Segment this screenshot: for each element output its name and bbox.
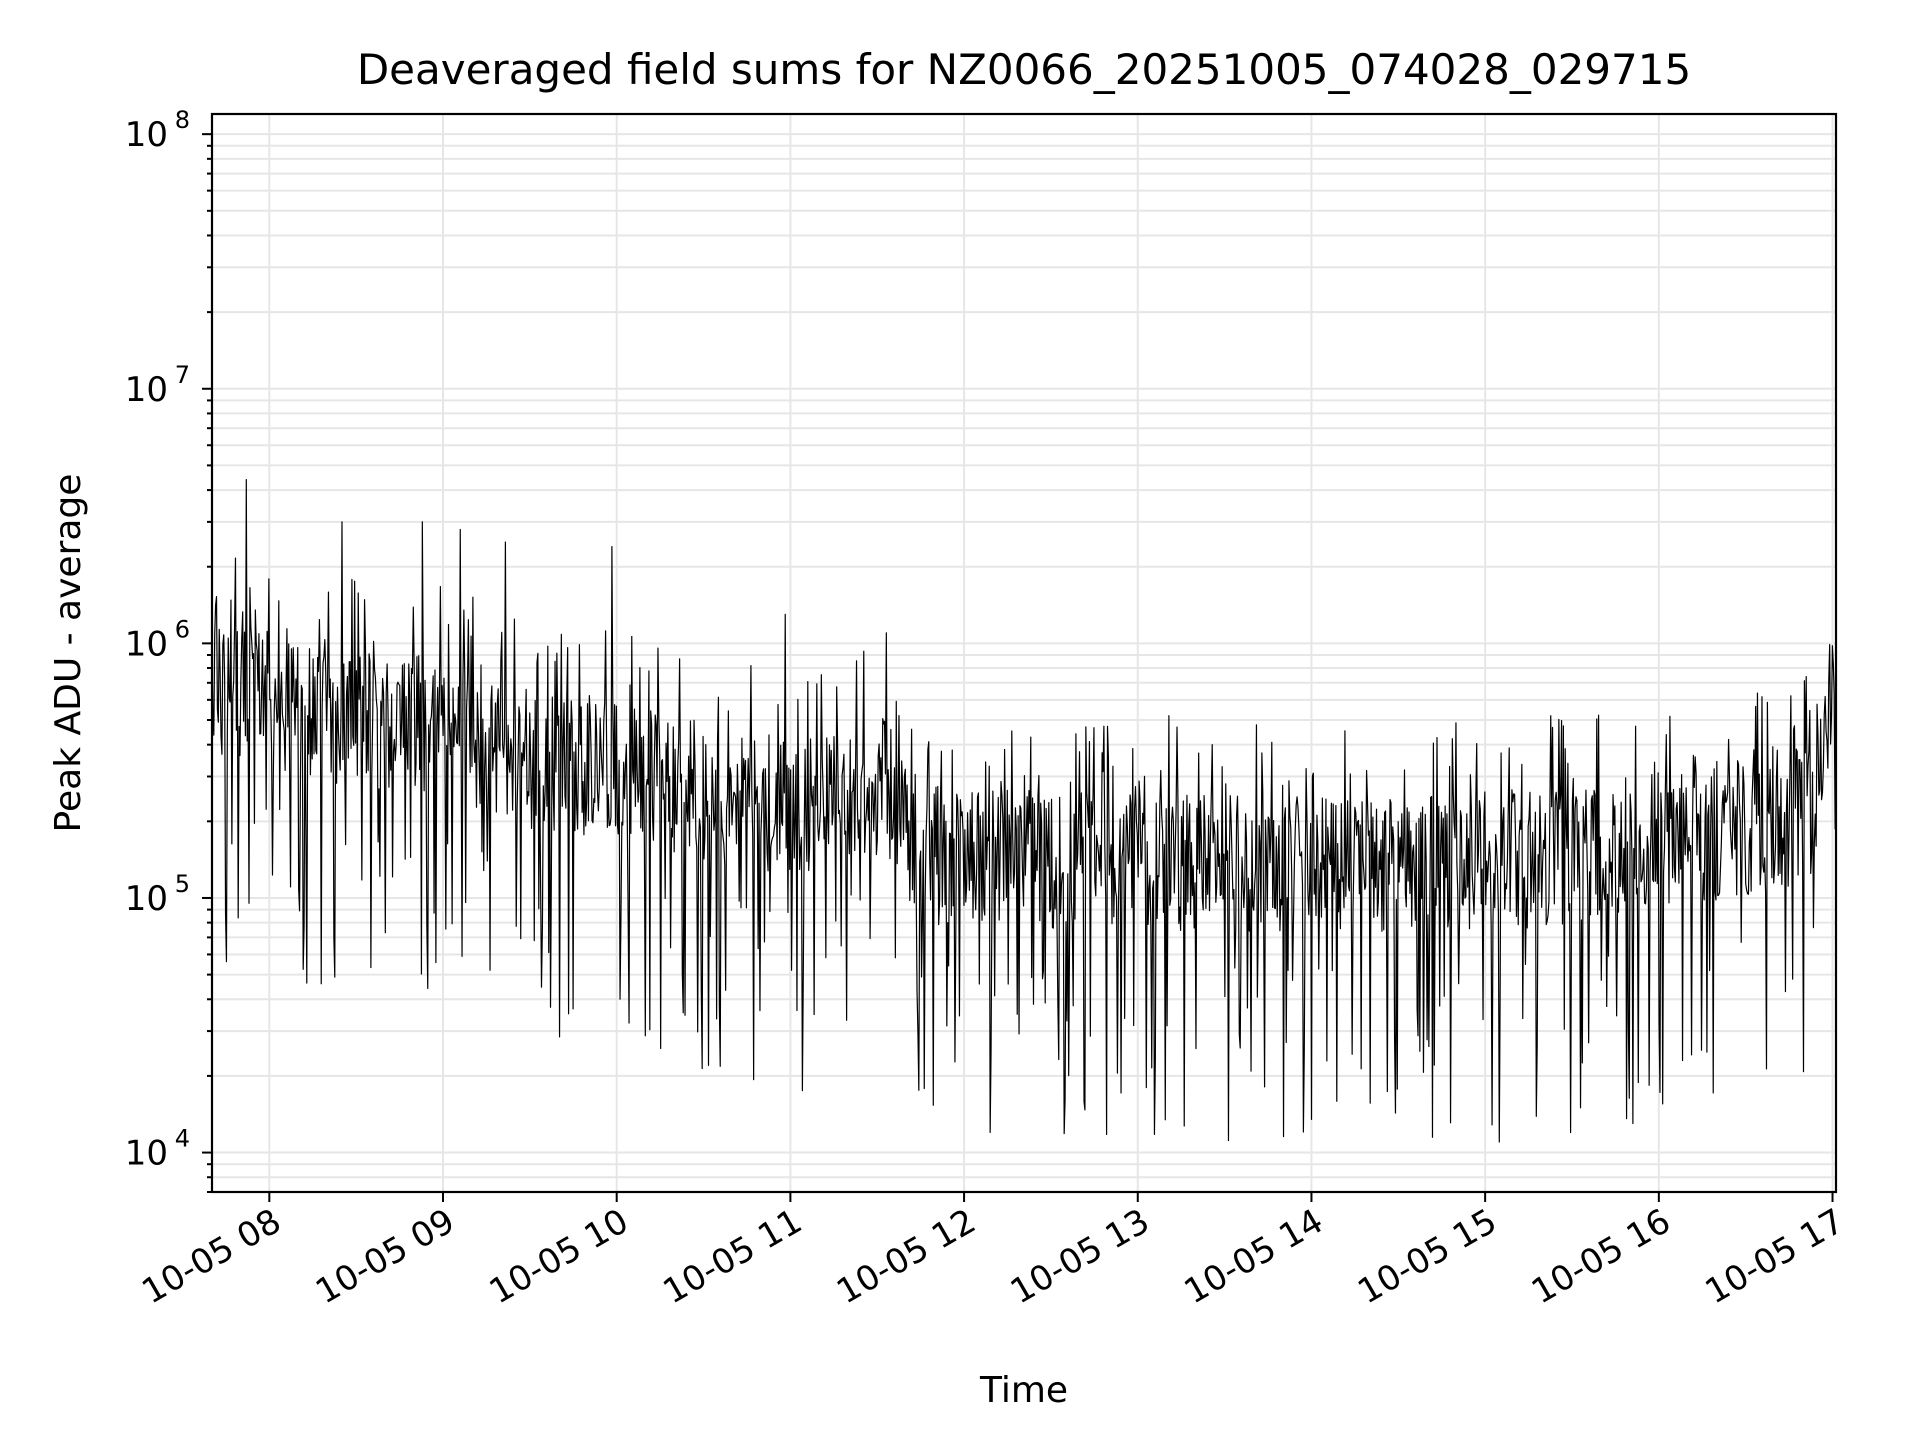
grid-lines	[212, 114, 1836, 1193]
y-tick-label: 10	[125, 370, 168, 410]
y-tick-label: 10	[125, 879, 168, 919]
x-axis-label: Time	[979, 1370, 1068, 1411]
plot-frame	[210, 112, 1838, 1194]
chart-title: Deaveraged field sums for NZ0066_2025100…	[357, 45, 1691, 94]
y-tick-exponent: 5	[175, 870, 190, 898]
y-tick-label: 10	[125, 1134, 168, 1174]
y-tick-base: 10	[125, 115, 168, 155]
y-tick-base: 10	[125, 1134, 168, 1174]
y-axis-label: Peak ADU - average	[48, 474, 89, 833]
y-tick-base: 10	[125, 879, 168, 919]
y-tick-label: 10	[125, 624, 168, 664]
y-tick-base: 10	[125, 624, 168, 664]
y-tick-exponent: 6	[175, 615, 190, 643]
y-tick-exponent: 4	[175, 1125, 190, 1153]
series-group	[212, 478, 1836, 1143]
y-tick-base: 10	[125, 370, 168, 410]
y-tick-label: 10	[125, 115, 168, 155]
y-tick-exponent: 7	[175, 361, 190, 389]
y-tick-exponent: 8	[175, 106, 190, 134]
series-line-peak_adu_minus_average	[212, 478, 1836, 1143]
